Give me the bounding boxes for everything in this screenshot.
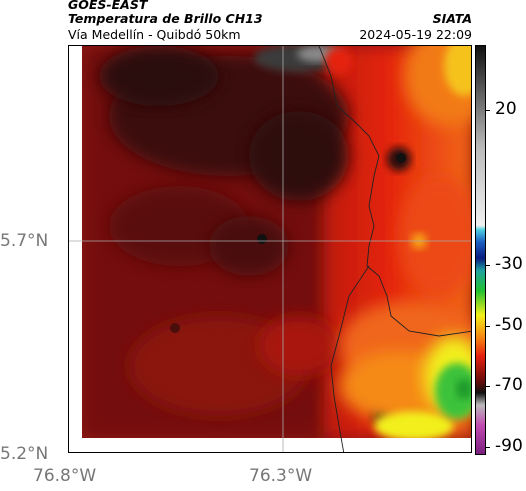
boundary-line bbox=[318, 46, 471, 337]
colorbar-tick-label: 20 bbox=[495, 99, 517, 119]
datetime-label: 2024-05-19 22:09 bbox=[359, 27, 472, 42]
colorbar-tick-mark bbox=[486, 386, 490, 387]
lat-tick-label: 5.2°N bbox=[0, 444, 49, 464]
product-title: Temperatura de Brillo CH13 bbox=[68, 11, 263, 26]
boundary-line-south bbox=[330, 265, 370, 452]
lat-tick-label: 5.7°N bbox=[0, 231, 49, 251]
colorbar-tick-label: -30 bbox=[495, 254, 523, 274]
brightness-temperature-map bbox=[69, 46, 471, 452]
colorbar-tick-mark bbox=[486, 326, 490, 327]
satellite-title: GOES-EAST bbox=[68, 0, 148, 12]
colorbar-tick-label: -50 bbox=[495, 315, 523, 335]
colorbar-tick-label: -90 bbox=[495, 436, 523, 456]
agency-label: SIATA bbox=[432, 11, 472, 26]
colorbar bbox=[475, 45, 486, 455]
lon-tick-label: 76.8°W bbox=[33, 466, 97, 486]
temperature-field bbox=[69, 46, 471, 452]
map-panel[interactable] bbox=[68, 45, 472, 453]
route-subtitle: Vía Medellín - Quibdó 50km bbox=[68, 27, 241, 42]
lon-tick-label: 76.3°W bbox=[249, 466, 313, 486]
colorbar-tick-mark bbox=[486, 447, 490, 448]
colorbar-gradient bbox=[476, 46, 485, 454]
colorbar-tick-mark bbox=[486, 110, 490, 111]
colorbar-tick-label: -70 bbox=[495, 375, 523, 395]
colorbar-tick-mark bbox=[486, 265, 490, 266]
